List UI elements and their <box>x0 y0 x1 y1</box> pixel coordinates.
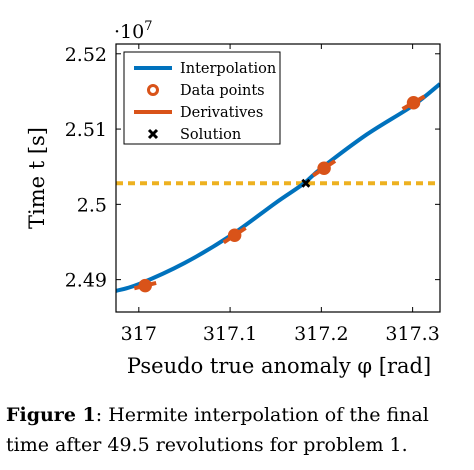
legend-swatch-solution <box>147 128 159 140</box>
interpolation-curve <box>116 82 440 293</box>
y-tick-label: 2.5 <box>77 194 107 216</box>
legend-swatch-data-points <box>147 84 159 96</box>
x-tick-label: 317.1 <box>203 323 257 345</box>
legend-label-solution: Solution <box>180 127 241 143</box>
y-tick-label: 2.52 <box>65 44 107 66</box>
x-tick-label: 317.2 <box>294 323 348 345</box>
figure-caption: Figure 1: Hermite interpolation of the f… <box>6 400 468 460</box>
data-point <box>227 228 242 242</box>
caption-text: : Hermite interpolation of the final tim… <box>6 404 429 456</box>
data-point <box>138 278 152 293</box>
data-point <box>406 95 421 110</box>
caption-figure-label: Figure 1 <box>6 404 96 426</box>
solution-marker <box>301 178 311 188</box>
y-axis-label: Time t [s] <box>25 127 49 229</box>
legend-label-interpolation: Interpolation <box>180 61 276 77</box>
x-tick-label: 317 <box>121 323 157 345</box>
x-tick-label: 317.3 <box>385 323 439 345</box>
legend-label-data-points: Data points <box>180 83 265 99</box>
y-tick-label: 2.49 <box>65 270 107 292</box>
plot-frame <box>115 43 441 313</box>
y-tick-label: 2.51 <box>65 119 107 141</box>
x-axis-label: Pseudo true anomaly φ [rad] <box>127 354 431 378</box>
y-multiplier-label: ·107 <box>114 19 153 43</box>
legend: Interpolation Data points Derivatives So… <box>123 51 281 145</box>
legend-label-derivatives: Derivatives <box>180 105 263 121</box>
data-point <box>317 161 331 175</box>
